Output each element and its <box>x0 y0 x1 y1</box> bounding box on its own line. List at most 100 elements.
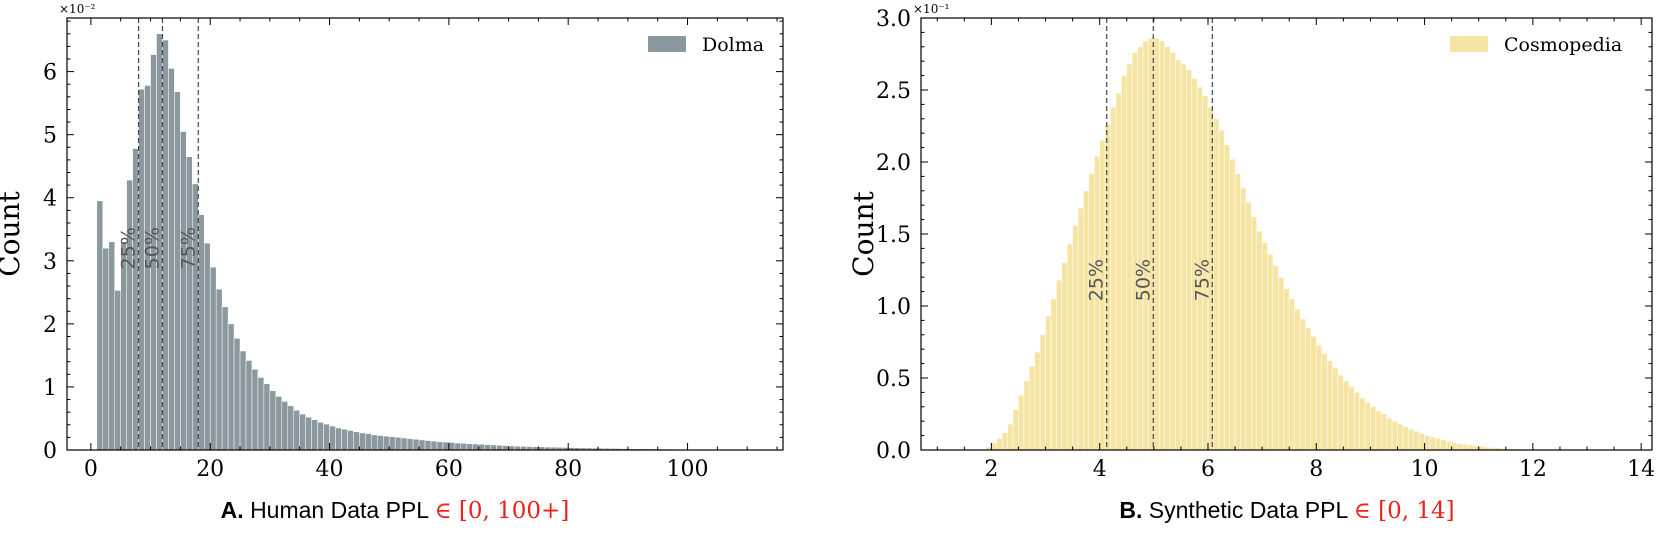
histogram-bar <box>1077 207 1084 450</box>
histogram-bar <box>1218 130 1225 450</box>
histogram-bar <box>1278 276 1285 450</box>
y-tick-label: 3.0 <box>876 7 911 32</box>
histogram-bar <box>1083 190 1090 450</box>
histogram-bar <box>1169 52 1176 450</box>
histogram-bar <box>1001 432 1008 450</box>
histogram-bar <box>269 390 277 450</box>
histogram-bar <box>192 183 199 450</box>
histogram-bar <box>1180 63 1187 450</box>
panel-letter: B. <box>1119 497 1148 523</box>
y-offset-label: ×10⁻² <box>59 2 96 16</box>
histogram-bar <box>1418 433 1425 450</box>
histogram-bar <box>1337 374 1344 450</box>
histogram-bar <box>1413 431 1420 450</box>
histogram-bar <box>305 416 312 450</box>
y-tick-label: 0 <box>43 439 57 464</box>
histogram-bar <box>1353 392 1360 450</box>
histogram-bar <box>424 440 432 450</box>
histogram-bar <box>1310 335 1317 450</box>
histogram-bar <box>1034 351 1041 450</box>
quantile-label: 75% <box>1191 259 1213 301</box>
histogram-bar <box>275 396 283 450</box>
histogram-bar <box>1045 315 1052 450</box>
legend: Dolma <box>648 34 764 56</box>
histogram-bar <box>460 443 468 450</box>
histogram-bar <box>1256 230 1263 450</box>
histogram-bar <box>478 444 485 450</box>
histogram-bar <box>1223 144 1230 450</box>
histogram-bar <box>1115 92 1122 450</box>
histogram-bar <box>1473 445 1479 450</box>
histogram-bar <box>1343 380 1350 450</box>
histogram-bar <box>1375 410 1382 450</box>
histogram-bar <box>1429 436 1436 450</box>
histogram-bar <box>102 247 110 450</box>
x-axis-label-text: Human Data PPL <box>250 497 435 523</box>
histogram-bar <box>1402 426 1409 450</box>
x-tick-label: 40 <box>316 457 344 482</box>
histogram-bar <box>221 306 229 450</box>
x-tick-label: 0 <box>84 457 98 482</box>
legend-swatch <box>1450 36 1488 52</box>
histogram-bar <box>508 445 515 450</box>
y-tick-label: 6 <box>43 61 57 86</box>
histogram-bar <box>203 242 211 450</box>
histogram-bar <box>1012 409 1019 450</box>
histogram-bar <box>114 290 121 450</box>
histogram-bar <box>251 369 259 450</box>
histogram-bar <box>1240 187 1247 450</box>
histogram-bar <box>1332 367 1339 450</box>
histogram-bars <box>96 33 754 450</box>
histogram-bar <box>1061 262 1068 450</box>
y-axis-label: Count <box>0 190 26 276</box>
histogram-bar <box>1305 327 1312 450</box>
histogram-bar <box>418 439 426 450</box>
histogram-bar <box>233 338 241 450</box>
histogram-bar <box>174 91 181 450</box>
histogram-bar <box>382 435 390 450</box>
histogram-bar <box>1435 438 1442 450</box>
histogram-bar <box>442 441 450 450</box>
histogram-bar <box>1364 402 1371 450</box>
histogram-bar <box>1456 443 1463 450</box>
histogram-bar <box>1159 40 1165 450</box>
histogram-bar <box>406 438 414 450</box>
histogram-bar <box>1321 353 1328 450</box>
histogram-bar <box>1370 406 1377 450</box>
histogram-bar <box>1272 265 1279 450</box>
histogram-bar <box>1348 386 1355 450</box>
histogram-bar <box>466 443 473 450</box>
histogram-bar <box>377 435 384 450</box>
histogram-bar <box>412 439 420 450</box>
histogram-bar <box>394 437 402 450</box>
histogram-bar <box>371 434 378 450</box>
histogram-bar <box>1175 59 1182 450</box>
histogram-bar <box>311 419 318 450</box>
x-axis-label-text: Synthetic Data PPL <box>1149 497 1354 523</box>
histogram-bar <box>490 444 497 450</box>
histogram-bar <box>496 445 503 450</box>
histogram-bar <box>1283 288 1290 450</box>
histogram-bar <box>317 422 324 450</box>
histogram-bar <box>329 425 336 450</box>
panel-letter: A. <box>221 497 250 523</box>
x-axis-label: A. Human Data PPL ∈ [0, 100+] <box>221 497 570 524</box>
histogram-bar <box>257 377 265 450</box>
y-tick-label: 2 <box>43 313 57 338</box>
histogram-bar <box>209 266 217 450</box>
histogram-bar <box>1261 242 1268 450</box>
histogram-bar <box>400 437 408 450</box>
histogram-bar <box>1072 225 1079 450</box>
histogram-bar <box>1056 279 1063 450</box>
x-tick-label: 100 <box>667 457 709 482</box>
legend-label: Dolma <box>702 34 764 56</box>
histogram-bar <box>1397 423 1404 450</box>
histogram-bar <box>1251 216 1257 450</box>
histogram-bar <box>1462 443 1469 450</box>
y-tick-label: 5 <box>43 124 57 149</box>
histogram-bar <box>281 401 289 450</box>
histogram-bar <box>1137 46 1144 450</box>
histogram-bar <box>448 442 456 450</box>
histogram-bar <box>1299 318 1306 450</box>
